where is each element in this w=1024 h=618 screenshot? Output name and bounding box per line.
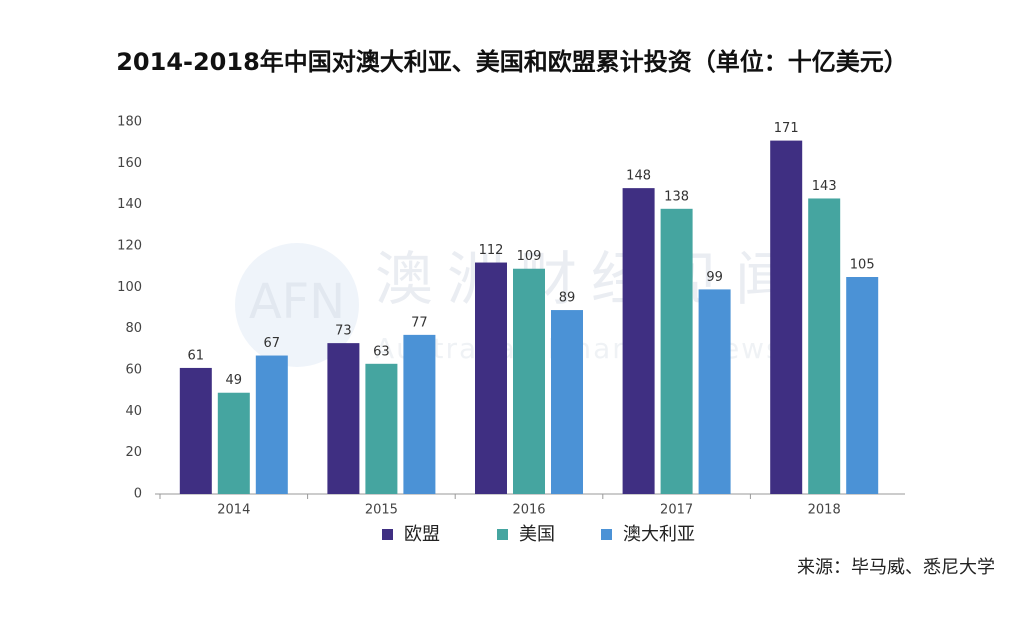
bar [770,140,803,494]
bar [551,310,583,494]
y-tick-label: 60 [125,363,142,378]
legend-swatch [382,529,393,540]
y-tick-label: 180 [117,115,142,130]
bar [513,268,545,494]
bar [698,289,731,494]
watermark-name: 澳洲财经见闻 [375,245,807,313]
x-tick-label: 2016 [512,503,545,518]
bar [403,334,436,494]
y-tick-label: 120 [117,239,142,254]
data-label: 171 [774,121,799,136]
x-tick-label: 2018 [808,503,841,518]
data-label: 138 [664,189,689,204]
data-label: 63 [373,344,390,359]
data-label: 148 [626,169,651,184]
legend-label: 欧盟 [404,524,440,545]
y-tick-label: 80 [125,321,142,336]
bar [622,188,655,494]
y-tick-label: 40 [125,404,142,419]
data-label: 112 [479,243,504,258]
bar [217,392,250,494]
bar [179,367,212,494]
y-tick-label: 0 [134,487,142,502]
source-note: 来源：毕马威、悉尼大学 [797,557,995,578]
data-label: 77 [411,315,428,330]
data-label: 49 [226,373,243,388]
bar [808,198,841,494]
y-tick-label: 100 [117,280,142,295]
data-label: 61 [188,348,205,363]
bar [365,363,398,494]
data-label: 89 [559,291,576,306]
bar [255,355,288,494]
data-label: 105 [850,258,875,273]
x-tick-label: 2017 [660,503,693,518]
y-tick-label: 160 [117,156,142,171]
bar [327,343,360,494]
data-label: 143 [812,179,837,194]
data-label: 73 [335,324,352,339]
bar [475,262,507,494]
legend-swatch [497,529,508,540]
data-label: 99 [706,270,723,285]
watermark-logo: AFN [249,274,345,330]
legend-label: 美国 [519,524,555,545]
x-tick-label: 2015 [365,503,398,518]
data-label: 109 [517,249,542,264]
chart-title: 2014-2018年中国对澳大利亚、美国和欧盟累计投资（单位：十亿美元） [116,48,908,76]
y-tick-label: 140 [117,197,142,212]
legend-swatch [601,529,612,540]
x-tick-label: 2014 [217,503,250,518]
y-tick-label: 20 [125,445,142,460]
bar [846,277,879,494]
legend-label: 澳大利亚 [623,524,695,545]
data-label: 67 [264,336,281,351]
bar [660,208,693,495]
watermark-logo-circle [235,243,359,367]
